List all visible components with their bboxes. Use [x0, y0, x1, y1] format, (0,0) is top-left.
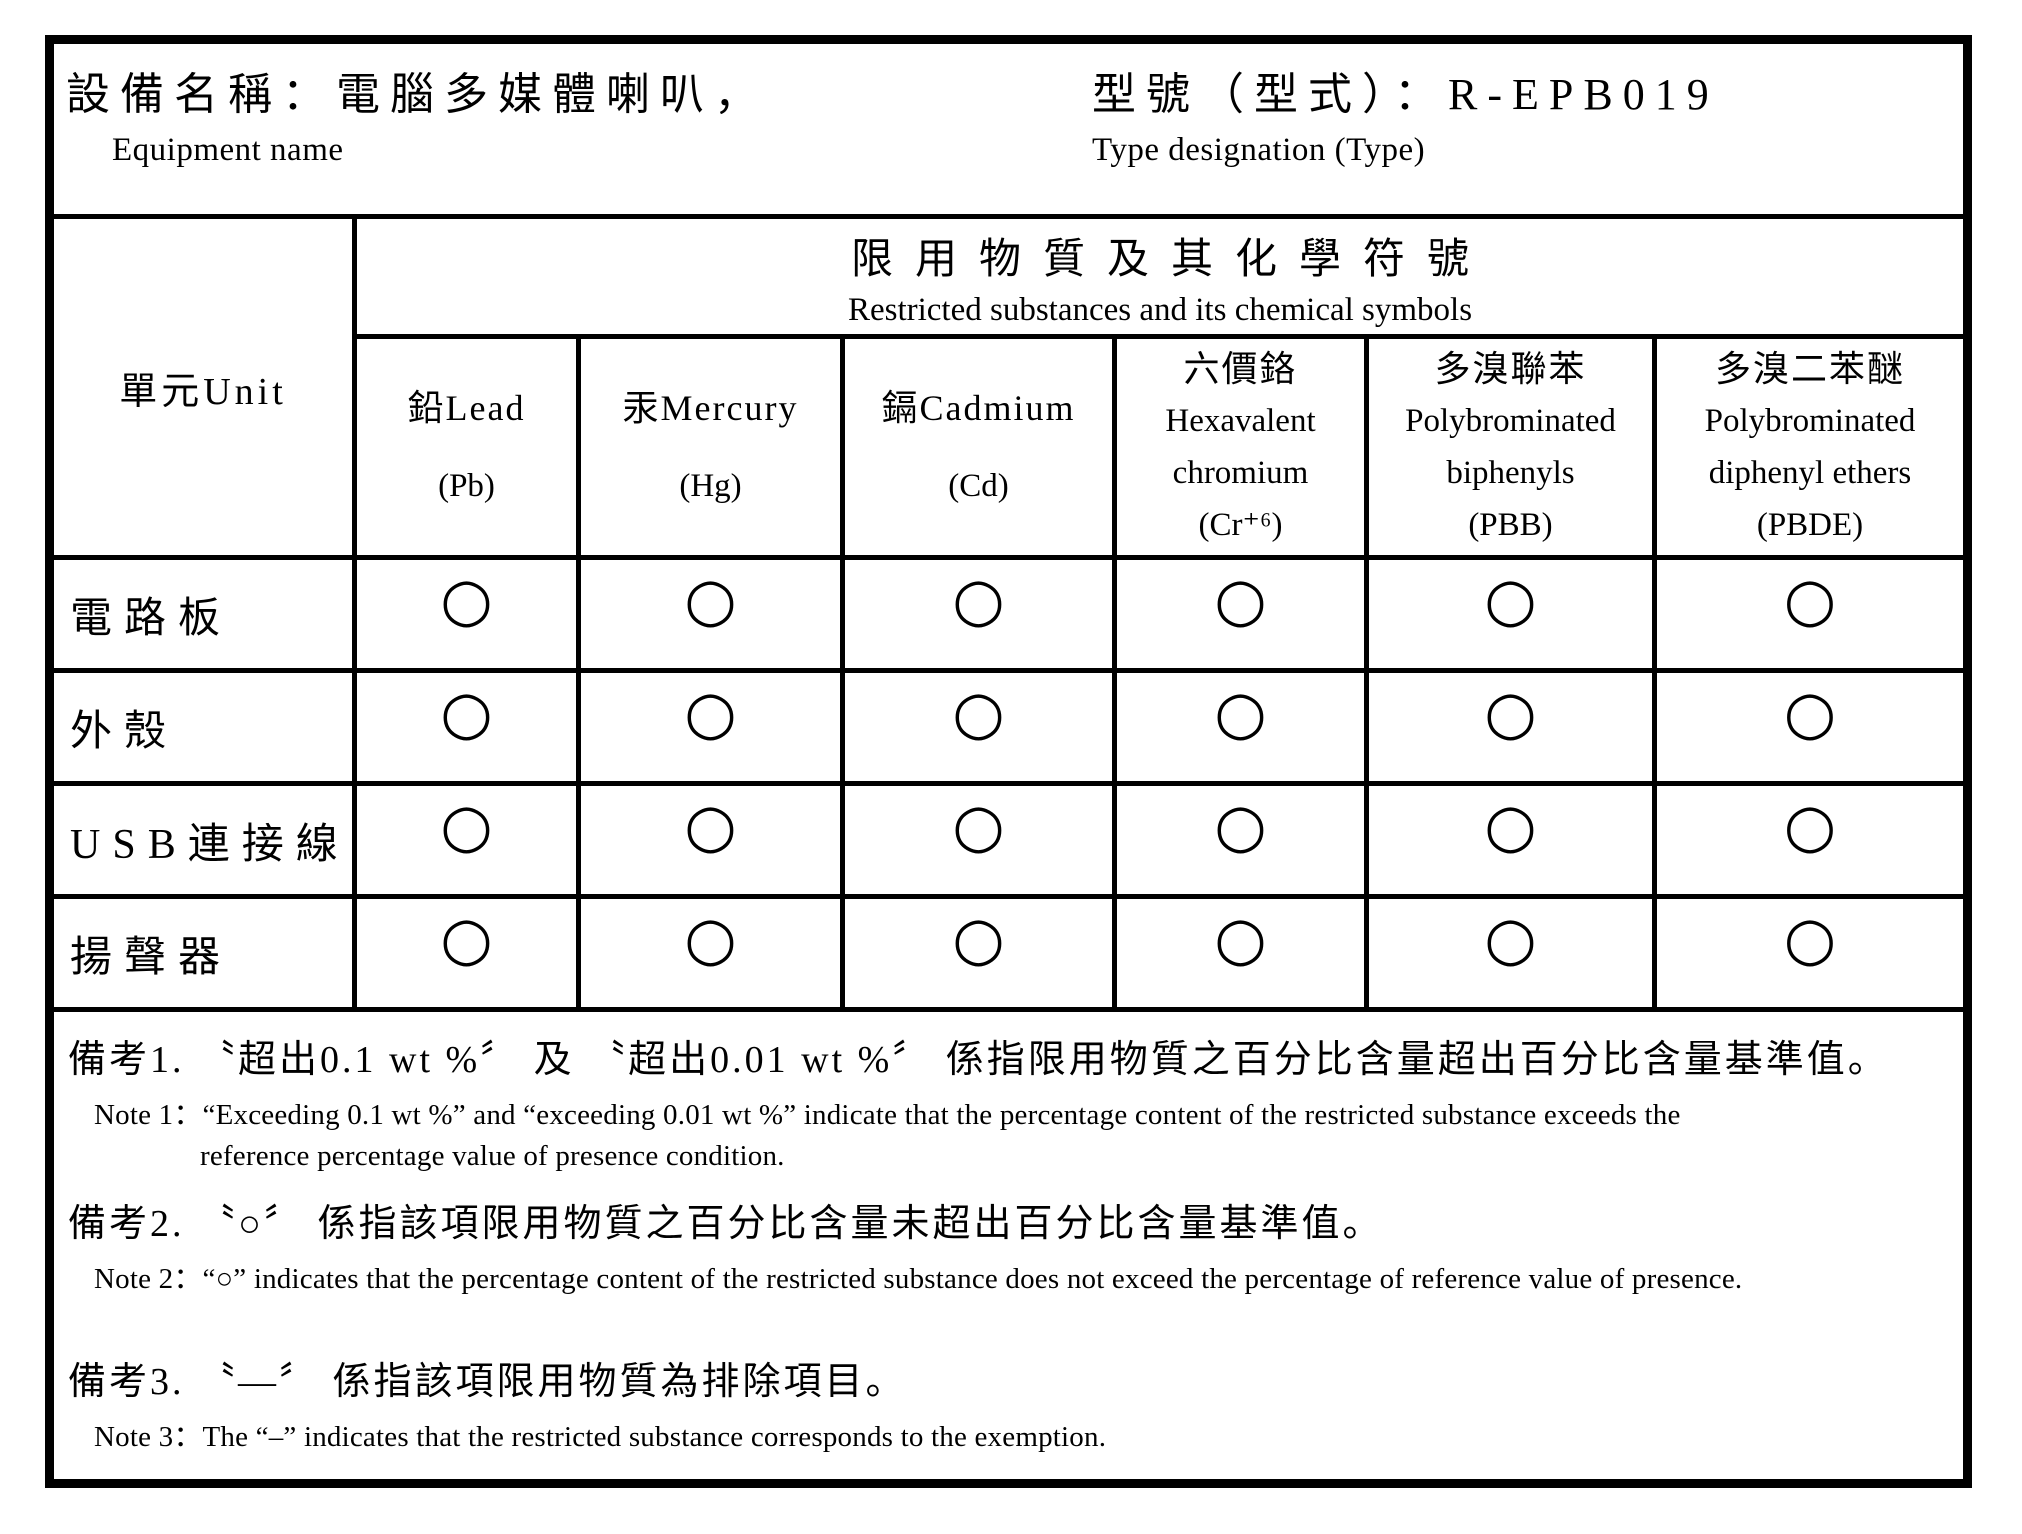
compliance-mark: ○	[1657, 786, 1963, 894]
type-designation-block: 型號（型式）：R-EPB019 Type designation (Type)	[1092, 58, 1719, 169]
compliance-mark: ○	[1369, 673, 1652, 781]
column-header-hexavalent-chromium-name-zh: 六價鉻	[1183, 349, 1298, 389]
column-header-cadmium-name: 鎘Cadmium	[881, 388, 1076, 428]
column-header-mercury-symbol: (Hg)	[679, 468, 742, 504]
column-header-pbb-name-zh: 多溴聯苯	[1434, 349, 1587, 389]
column-header-pbde-name-en1: Polybrominated	[1704, 403, 1916, 439]
compliance-mark: ○	[845, 899, 1112, 1007]
restricted-substances-header-en: Restricted substances and its chemical s…	[847, 291, 1473, 328]
column-header-hexavalent-chromium: 六價鉻 Hexavalent chromium (Cr⁺⁶)	[1117, 339, 1364, 555]
declaration-table: 設備名稱：電腦多媒體喇叭， Equipment name 型號（型式）：R-EP…	[54, 44, 1963, 1479]
compliance-mark: ○	[1117, 899, 1364, 1007]
equipment-type-row: 設備名稱：電腦多媒體喇叭， Equipment name 型號（型式）：R-EP…	[54, 44, 1963, 214]
column-header-pbb: 多溴聯苯 Polybrominated biphenyls (PBB)	[1369, 339, 1652, 555]
restricted-substances-header-zh: 限用物質及其化學符號	[850, 236, 1491, 283]
column-header-mercury-name: 汞Mercury	[622, 388, 799, 428]
equipment-name-value-zh: 電腦多媒體喇叭，	[336, 70, 768, 119]
type-designation-label-zh: 型號（型式）：	[1092, 70, 1448, 119]
unit-header-label: 單元Unit	[119, 370, 287, 413]
unit-header-cell: 單元Unit	[54, 219, 352, 555]
column-header-hexavalent-chromium-symbol: (Cr⁺⁶)	[1198, 507, 1283, 543]
compliance-mark: ○	[845, 673, 1112, 781]
type-designation-label-en: Type designation (Type)	[1092, 132, 1426, 168]
column-header-mercury: 汞Mercury (Hg)	[581, 339, 840, 555]
equipment-name-line: 設備名稱：電腦多媒體喇叭，	[66, 58, 768, 122]
compliance-mark: ○	[1657, 673, 1963, 781]
declaration-table-frame: 設備名稱：電腦多媒體喇叭， Equipment name 型號（型式）：R-EP…	[45, 35, 1972, 1488]
row-label-usb-cable: USB連接線	[54, 786, 352, 894]
column-header-cadmium-symbol: (Cd)	[948, 468, 1009, 504]
note3-en: Note 3：The “–” indicates that the restri…	[94, 1420, 1107, 1453]
compliance-mark: ○	[1657, 560, 1963, 668]
column-header-pbb-name-en2: biphenyls	[1446, 455, 1575, 491]
compliance-mark: ○	[1369, 899, 1652, 1007]
compliance-mark: ○	[845, 560, 1112, 668]
compliance-mark: ○	[357, 786, 576, 894]
compliance-mark: ○	[581, 786, 840, 894]
column-header-lead: 鉛Lead (Pb)	[357, 339, 576, 555]
compliance-mark: ○	[357, 899, 576, 1007]
column-header-lead-name: 鉛Lead	[407, 388, 526, 428]
note3-zh: 備考3. 〝—〞 係指該項限用物質為排除項目。	[68, 1360, 907, 1403]
compliance-mark: ○	[581, 560, 840, 668]
note1-en-line2: reference percentage value of presence c…	[200, 1139, 785, 1172]
compliance-mark: ○	[357, 673, 576, 781]
equipment-name-label-zh: 設備名稱：	[66, 70, 336, 119]
column-header-pbb-symbol: (PBB)	[1468, 507, 1553, 543]
row-label-enclosure: 外殼	[54, 673, 352, 781]
equipment-name-label-en: Equipment name	[112, 132, 344, 168]
note2-en: Note 2：“○” indicates that the percentage…	[94, 1263, 1743, 1296]
type-designation-line: 型號（型式）：R-EPB019	[1092, 58, 1719, 122]
compliance-mark: ○	[1369, 786, 1652, 894]
compliance-mark: ○	[1117, 560, 1364, 668]
column-header-pbde-name-zh: 多溴二苯醚	[1714, 349, 1905, 389]
compliance-mark: ○	[1117, 786, 1364, 894]
column-header-pbde-name-en2: diphenyl ethers	[1708, 455, 1912, 491]
compliance-mark: ○	[581, 673, 840, 781]
column-header-lead-symbol: (Pb)	[438, 468, 495, 504]
model-number: R-EPB019	[1448, 70, 1719, 119]
equipment-name-block: 設備名稱：電腦多媒體喇叭， Equipment name	[66, 58, 768, 169]
restricted-substances-header-cell: 限用物質及其化學符號 Restricted substances and its…	[357, 219, 1963, 334]
notes-section: 備考1. 〝超出0.1 wt %〞 及 〝超出0.01 wt %〞 係指限用物質…	[54, 1012, 1963, 1479]
compliance-mark: ○	[1657, 899, 1963, 1007]
row-label-circuit-board: 電路板	[54, 560, 352, 668]
note1-zh: 備考1. 〝超出0.1 wt %〞 及 〝超出0.01 wt %〞 係指限用物質…	[68, 1039, 1889, 1081]
row-label-speaker: 揚聲器	[54, 899, 352, 1007]
compliance-mark: ○	[1117, 673, 1364, 781]
column-header-pbde: 多溴二苯醚 Polybrominated diphenyl ethers (PB…	[1657, 339, 1963, 555]
note1-en-line1: Note 1：“Exceeding 0.1 wt %” and “exceedi…	[94, 1099, 1681, 1132]
column-header-hexavalent-chromium-name-en2: chromium	[1172, 455, 1309, 491]
compliance-mark: ○	[357, 560, 576, 668]
compliance-mark: ○	[1369, 560, 1652, 668]
column-header-hexavalent-chromium-name-en1: Hexavalent	[1165, 403, 1316, 439]
column-header-pbb-name-en1: Polybrominated	[1405, 403, 1616, 439]
compliance-mark: ○	[581, 899, 840, 1007]
column-header-cadmium: 鎘Cadmium (Cd)	[845, 339, 1112, 555]
note2-zh: 備考2. 〝○〞 係指該項限用物質之百分比含量未超出百分比含量基準值。	[68, 1202, 1384, 1245]
column-header-pbde-symbol: (PBDE)	[1756, 507, 1864, 543]
compliance-mark: ○	[845, 786, 1112, 894]
